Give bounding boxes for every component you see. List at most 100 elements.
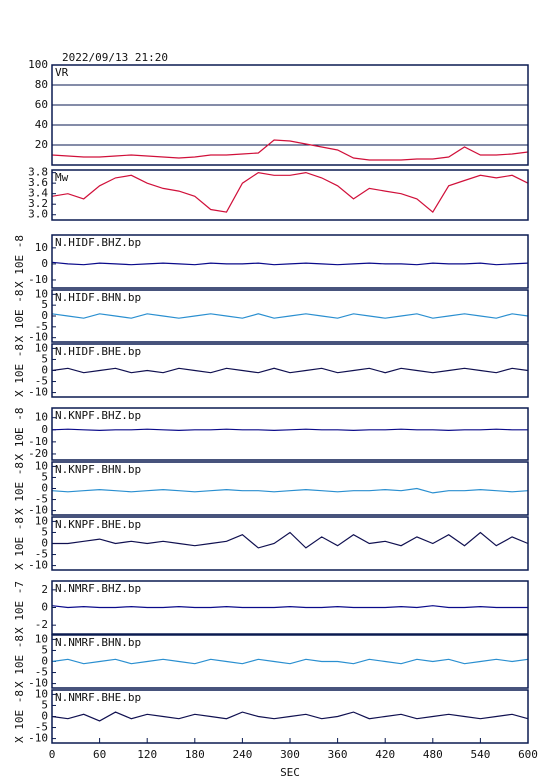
y-axis-label: X 10E -7 [13,581,26,634]
y-tick-label: 0 [41,482,48,495]
series-line [51,487,529,494]
panel-frame [51,461,529,516]
panel-name: N.NMRF.BHE.bp [55,691,141,704]
y-tick-label: 5 [41,352,48,365]
x-tick-label: 540 [470,748,490,761]
x-tick-label: 480 [423,748,443,761]
y-tick-label: 40 [35,118,48,131]
y-tick-label: 0 [41,364,48,377]
y-tick-label: 5 [41,698,48,711]
y-tick-label: 3.8 [28,166,48,179]
y-axis-label: X 10E -8 [13,462,26,515]
y-tick-label: 10 [35,687,48,700]
y-tick-label: -10 [28,273,48,286]
panel-name: N.KNPF.BHE.bp [55,518,141,531]
y-tick-label: -5 [35,721,48,734]
y-tick-label: -10 [28,386,48,399]
x-tick-label: 180 [185,748,205,761]
y-tick-label: -20 [28,447,48,460]
y-tick-label: -5 [35,666,48,679]
x-tick-label: 600 [518,748,538,761]
panel-name: VR [55,66,69,79]
y-tick-label: 0 [41,309,48,322]
y-tick-label: 10 [35,632,48,645]
panel-name: N.NMRF.BHN.bp [55,636,141,649]
y-tick-label: 5 [41,643,48,656]
series-line [52,531,529,549]
x-tick-label: 60 [93,748,106,761]
y-axis-label: X 10E -8 [13,344,26,397]
y-tick-label: 3.0 [28,208,48,221]
panel-name: N.HIDF.BHZ.bp [55,236,141,249]
y-axis-label: X 10E -8 [13,635,26,688]
y-tick-label: 100 [28,58,48,71]
y-tick-label: -10 [28,559,48,572]
series-line [51,605,528,609]
y-tick-label: 5 [41,525,48,538]
x-tick-label: 300 [280,748,300,761]
y-tick-label: 0 [41,601,48,614]
y-tick-label: -5 [35,375,48,388]
series-line [51,313,529,319]
y-tick-label: 60 [35,98,48,111]
y-tick-label: 2 [41,583,48,596]
y-tick-label: -10 [28,732,48,745]
y-tick-label: -5 [35,548,48,561]
y-tick-label: 0 [41,423,48,436]
panel-frame [51,64,529,166]
y-tick-label: 20 [35,138,48,151]
y-tick-label: 80 [35,78,48,91]
series-line [51,261,529,266]
x-tick-label: 120 [137,748,157,761]
panel-name: N.KNPF.BHZ.bp [55,409,141,422]
y-tick-label: 10 [35,287,48,300]
y-axis-label: X 10E -8 [13,690,26,743]
y-tick-label: 5 [41,298,48,311]
panel-frame [51,580,529,635]
y-tick-label: -10 [28,331,48,344]
x-tick-label: 420 [375,748,395,761]
series-line [51,171,529,214]
y-tick-label: 3.2 [28,197,48,210]
y-tick-label: -5 [35,493,48,506]
series-line [51,139,529,161]
y-tick-label: 3.4 [28,187,48,200]
panel-frame [51,343,529,398]
panel-frame [51,516,529,571]
y-tick-label: -5 [35,320,48,333]
y-tick-label: 10 [35,341,48,354]
chart-title: 2022/09/13 21:20 [62,51,168,64]
y-axis-label: X 10E -8 [13,290,26,343]
y-tick-label: 10 [35,514,48,527]
y-axis-label: X 10E -8 [13,235,26,288]
series-line [51,428,528,432]
panel-name: N.HIDF.BHE.bp [55,345,141,358]
panel-name: Mw [55,171,69,184]
panel-frame [51,234,529,289]
x-tick-label: 0 [49,748,56,761]
y-tick-label: -10 [28,504,48,517]
y-tick-label: 5 [41,470,48,483]
y-tick-label: 10 [35,459,48,472]
y-tick-label: 10 [35,241,48,254]
y-tick-label: 0 [41,655,48,668]
y-tick-label: -2 [35,618,48,631]
series-line [51,658,529,665]
series-line [51,367,529,374]
panel-frame [51,407,529,461]
y-tick-label: -10 [28,677,48,690]
y-tick-label: -10 [28,435,48,448]
y-tick-label: 0 [41,710,48,723]
panel-name: N.KNPF.BHN.bp [55,463,141,476]
panel-frame [51,289,529,343]
y-tick-label: 3.6 [28,176,48,189]
series-line [51,711,529,722]
y-axis-label: X 10E -8 [13,408,26,461]
y-tick-label: 0 [41,257,48,270]
panel-frame [51,634,529,689]
panel-frame [51,169,529,221]
x-tick-label: 360 [328,748,348,761]
x-tick-label: 240 [232,748,252,761]
